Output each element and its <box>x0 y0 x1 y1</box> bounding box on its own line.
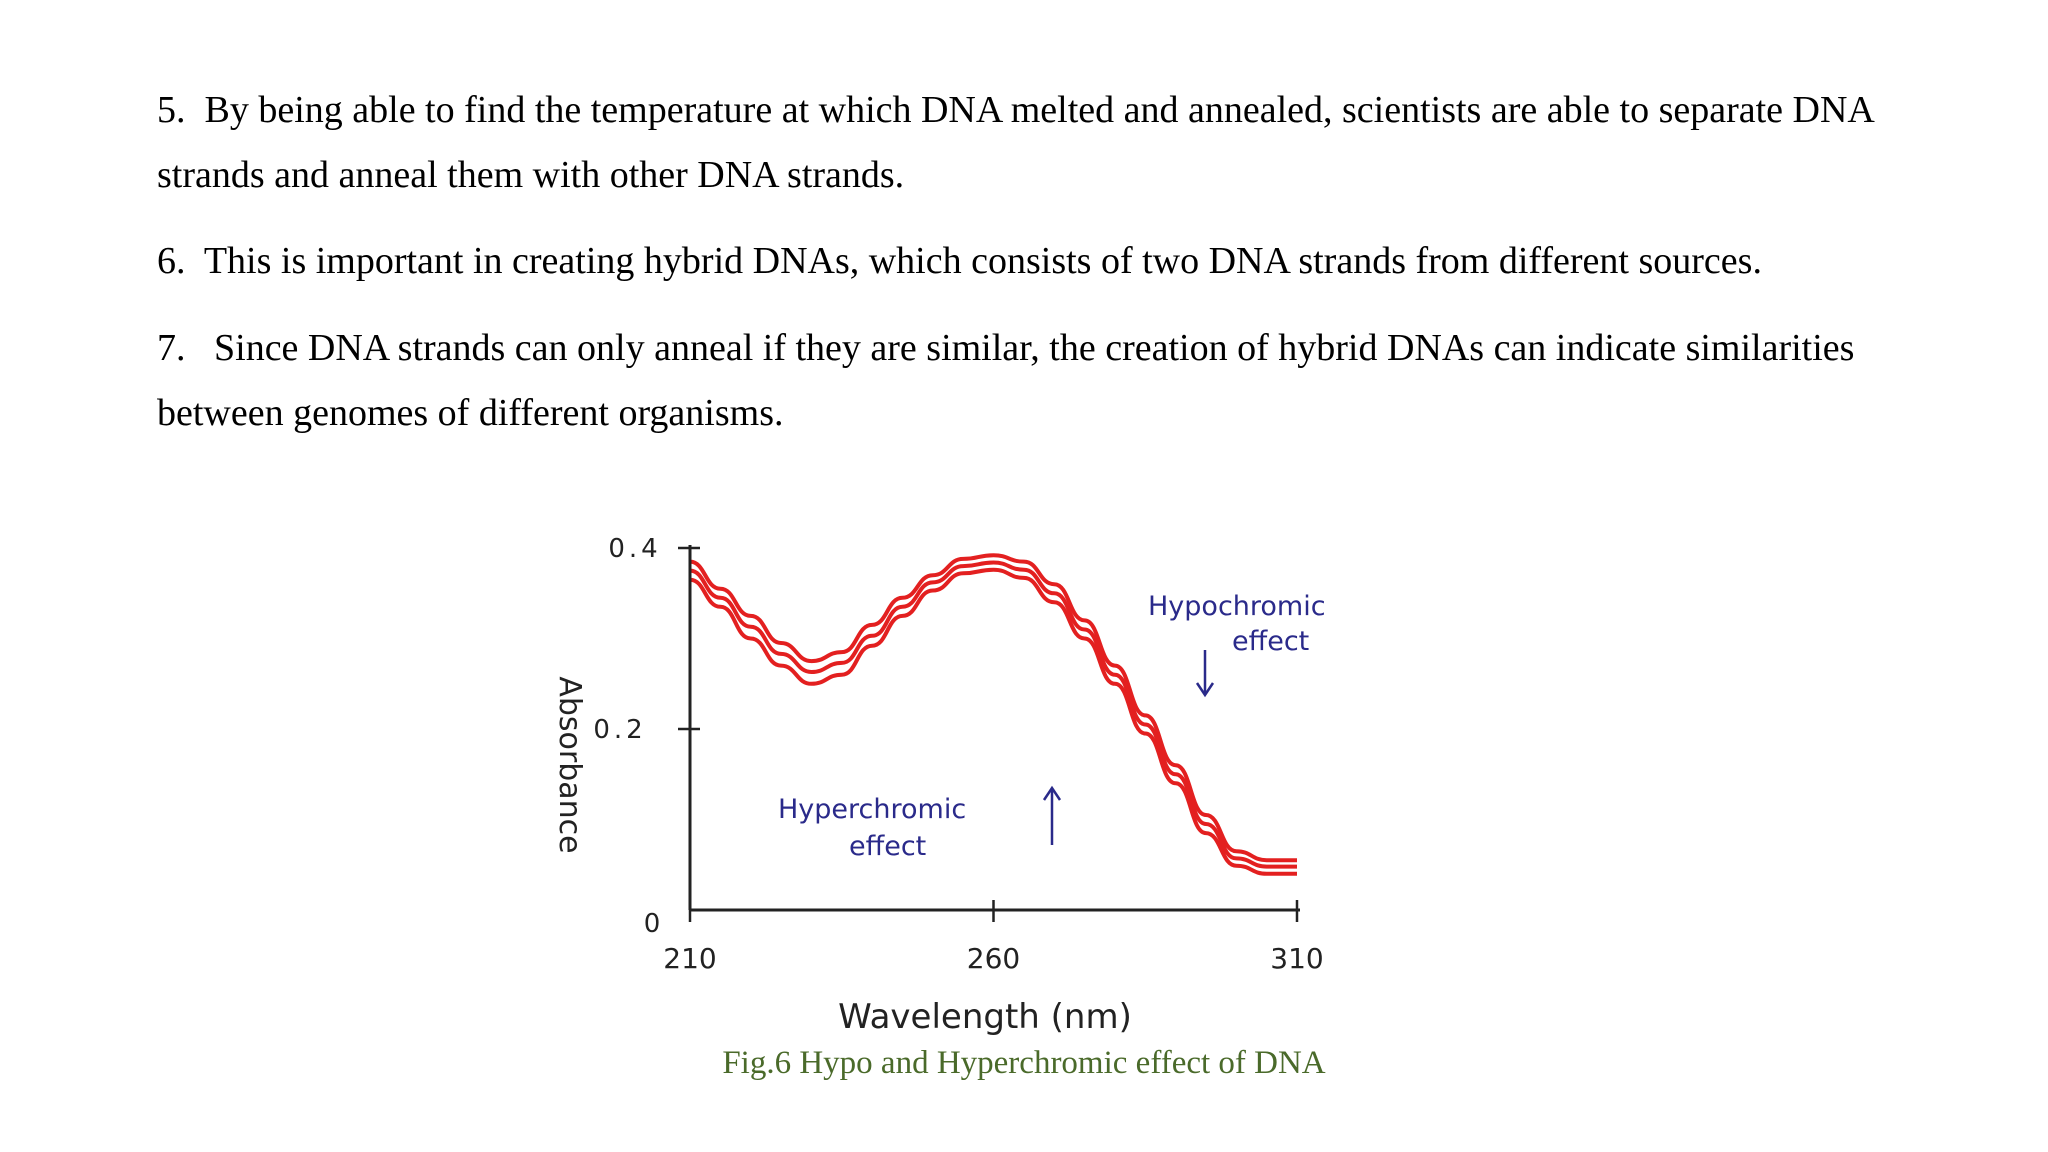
y-tick-label: 0 <box>644 909 665 939</box>
x-tick-label: 310 <box>1270 942 1323 975</box>
hypochromic-label-line2: effect <box>1232 626 1309 657</box>
absorbance-curve-3 <box>689 567 1297 876</box>
series-layer <box>689 553 1297 876</box>
paragraph-text: Since DNA strands can only anneal if the… <box>157 327 1855 434</box>
hypochromic-label-line1: Hypochromic <box>1148 591 1326 622</box>
paragraph-number: 5. <box>157 89 186 131</box>
paragraph-5: 5. By being able to find the temperature… <box>157 78 1917 208</box>
down-arrow-icon <box>1195 650 1215 698</box>
up-arrow-icon <box>1042 785 1062 845</box>
y-tick-label: 0.2 <box>593 715 646 745</box>
hypochromic-annotation: Hypochromic effect <box>1148 591 1326 698</box>
absorbance-curve-2 <box>689 560 1297 869</box>
paragraph-text: By being able to find the temperature at… <box>157 89 1873 196</box>
paragraph-number: 6. <box>157 240 186 282</box>
tick-layer: 210 260 310 0 0.2 0.4 <box>593 534 1323 975</box>
hyperchromic-annotation: Hyperchromic effect <box>778 785 1062 862</box>
paragraph-number: 7. <box>157 327 186 369</box>
y-tick-label: 0.4 <box>608 534 661 564</box>
absorbance-curve-1 <box>689 553 1297 863</box>
paragraph-7: 7. Since DNA strands can only anneal if … <box>157 316 1917 446</box>
paragraph-text: This is important in creating hybrid DNA… <box>203 240 1762 282</box>
paragraph-6: 6. This is important in creating hybrid … <box>157 229 1917 294</box>
hyperchromic-label-line2: effect <box>849 831 926 862</box>
y-axis-label: Absorbance <box>552 676 587 853</box>
x-axis-label: Wavelength (nm) <box>838 997 1132 1037</box>
x-tick-label: 210 <box>663 942 716 975</box>
hyperchromic-label-line1: Hyperchromic <box>778 794 966 825</box>
x-tick-label: 260 <box>967 942 1020 975</box>
figure-caption: Fig.6 Hypo and Hyperchromic effect of DN… <box>722 1045 1326 1081</box>
